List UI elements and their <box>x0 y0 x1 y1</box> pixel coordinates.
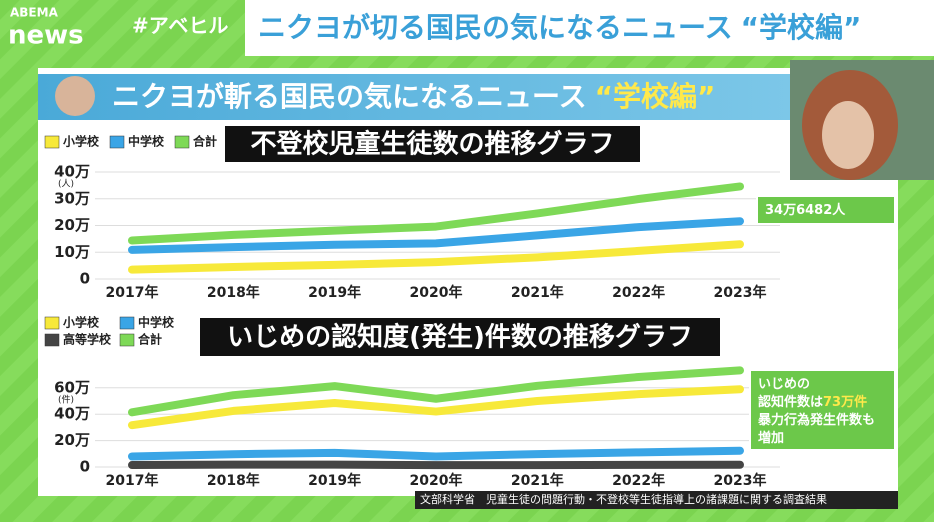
chart-title-box <box>225 126 640 162</box>
annotation-line: 増加 <box>758 430 784 446</box>
banner-text: ニクヨが斬る国民の気になるニュース “学校編” <box>112 80 715 113</box>
annotation-text: 暴力行為発生件数も <box>757 412 875 428</box>
annotation-text: いじめの <box>758 377 810 392</box>
series-line <box>128 182 744 245</box>
legend-label: 中学校 <box>138 315 175 330</box>
annotation-box <box>756 195 896 225</box>
chart-title-box <box>200 318 720 356</box>
legend-swatch <box>119 333 135 347</box>
legend-label: 合計 <box>138 332 162 347</box>
x-tick-label: 2023年 <box>714 472 767 489</box>
legend-swatch <box>44 333 60 347</box>
x-tick-label: 2018年 <box>207 284 260 301</box>
legend-swatch <box>44 316 60 330</box>
host-icon <box>55 76 95 116</box>
legend-label: 中学校 <box>128 134 165 149</box>
x-tick-label: 2019年 <box>308 472 361 489</box>
y-tick-label: 20万 <box>54 216 90 234</box>
y-tick-label: 20万 <box>54 431 90 449</box>
series-line <box>128 446 744 461</box>
headline-bar <box>245 0 934 56</box>
headline-tag: “学校編” <box>741 11 862 44</box>
banner <box>38 74 790 120</box>
x-tick-label: 2020年 <box>410 472 463 489</box>
annotation-line: いじめの <box>758 377 810 392</box>
x-tick-label: 2017年 <box>106 472 159 489</box>
series-line <box>128 460 744 470</box>
annotation-text: 認知件数は <box>758 394 823 410</box>
headline-text: ニクヨが切る国民の気になるニュース <box>258 11 733 44</box>
logo-top: ABEMA <box>10 6 59 20</box>
x-tick-label: 2017年 <box>106 284 159 301</box>
legend-swatch <box>109 135 125 149</box>
legend-label: 合計 <box>193 134 217 149</box>
banner-tag: “学校編” <box>595 80 716 113</box>
legend-label: 小学校 <box>63 315 100 330</box>
banner-main: ニクヨが斬る国民の気になるニュース <box>112 80 587 113</box>
annotation-text: 増加 <box>758 430 784 446</box>
series-line <box>128 385 744 430</box>
series-line <box>128 240 744 274</box>
legend-swatch <box>119 316 135 330</box>
annotation-text: 34万6482人 <box>765 202 846 218</box>
x-tick-label: 2021年 <box>511 472 564 489</box>
y-tick-label: 40万 <box>54 405 90 423</box>
x-tick-label: 2019年 <box>308 284 361 301</box>
annotation-line: 34万6482人 <box>765 202 846 218</box>
y-tick-label: 0 <box>80 458 90 476</box>
chart-title: 不登校児童生徒数の推移グラフ <box>250 129 614 160</box>
source: 文部科学省 児童生徒の問題行動・不登校等生徒指導上の諸課題に関する調査結果 <box>420 492 827 506</box>
annotation-box <box>749 369 896 451</box>
legend-label: 高等学校 <box>63 332 112 347</box>
annotation-line: 認知件数は73万件 <box>758 394 867 410</box>
y-unit: (件) <box>58 393 74 405</box>
legend-swatch <box>44 135 60 149</box>
x-tick-label: 2021年 <box>511 284 564 301</box>
legend-swatch <box>174 135 190 149</box>
legend-label: 小学校 <box>63 134 100 149</box>
headline: ニクヨが切る国民の気になるニュース “学校編” <box>258 11 861 44</box>
series-line <box>128 366 744 417</box>
guest-face <box>822 101 874 169</box>
source-bar <box>415 491 898 509</box>
y-tick-label: 10万 <box>54 243 90 261</box>
series-line <box>128 217 744 254</box>
annotation-text: 73万件 <box>823 394 867 410</box>
annotation-line: 暴力行為発生件数も <box>757 412 875 428</box>
x-tick-label: 2023年 <box>714 284 767 301</box>
hashtag: #アベヒル <box>132 14 228 38</box>
y-tick-label: 0 <box>80 270 90 288</box>
x-tick-label: 2022年 <box>612 284 665 301</box>
y-unit: (人) <box>58 179 74 190</box>
y-tick-label: 40万 <box>54 163 90 181</box>
x-tick-label: 2020年 <box>410 284 463 301</box>
y-tick-label: 30万 <box>54 189 90 207</box>
logo-bottom: news <box>8 21 84 51</box>
x-tick-label: 2018年 <box>207 472 260 489</box>
y-tick-label: 60万 <box>54 378 90 396</box>
chart-title: いじめの認知度(発生)件数の推移グラフ <box>227 322 693 353</box>
x-tick-label: 2022年 <box>612 472 665 489</box>
